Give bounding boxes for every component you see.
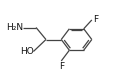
Text: H₂N: H₂N xyxy=(6,23,23,32)
Text: F: F xyxy=(92,15,97,24)
Text: HO: HO xyxy=(19,47,33,56)
Text: F: F xyxy=(58,62,63,71)
